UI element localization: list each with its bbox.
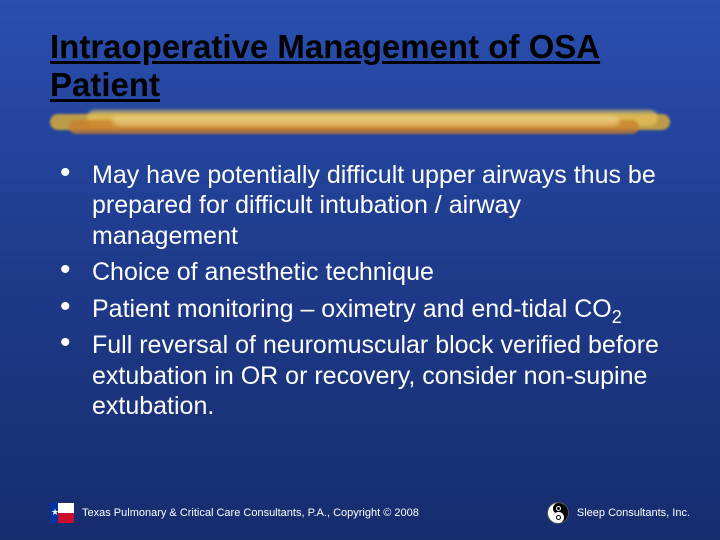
brush-underline [50, 110, 670, 138]
bullet-text: May have potentially difficult upper air… [92, 161, 656, 250]
bullet-item: Patient monitoring – oximetry and end-ti… [58, 294, 670, 325]
texas-flag-icon: ★ [50, 503, 74, 523]
yin-yang-icon [547, 502, 569, 524]
footer-right: Sleep Consultants, Inc. [547, 502, 690, 524]
bullet-item: May have potentially difficult upper air… [58, 160, 670, 252]
bullet-list: May have potentially difficult upper air… [50, 160, 670, 422]
slide-title: Intraoperative Management of OSA Patient [50, 28, 670, 104]
bullet-text: Patient monitoring – oximetry and end-ti… [92, 295, 612, 323]
footer-left-text: Texas Pulmonary & Critical Care Consulta… [82, 507, 419, 519]
footer: ★ Texas Pulmonary & Critical Care Consul… [50, 502, 690, 524]
bullet-text: Full reversal of neuromuscular block ver… [92, 331, 659, 420]
co2-subscript: 2 [612, 307, 622, 327]
bullet-item: Full reversal of neuromuscular block ver… [58, 330, 670, 422]
footer-right-text: Sleep Consultants, Inc. [577, 507, 690, 519]
bullet-text: Choice of anesthetic technique [92, 258, 434, 286]
bullet-item: Choice of anesthetic technique [58, 257, 670, 288]
footer-left: ★ Texas Pulmonary & Critical Care Consul… [50, 503, 419, 523]
slide: Intraoperative Management of OSA Patient… [0, 0, 720, 540]
